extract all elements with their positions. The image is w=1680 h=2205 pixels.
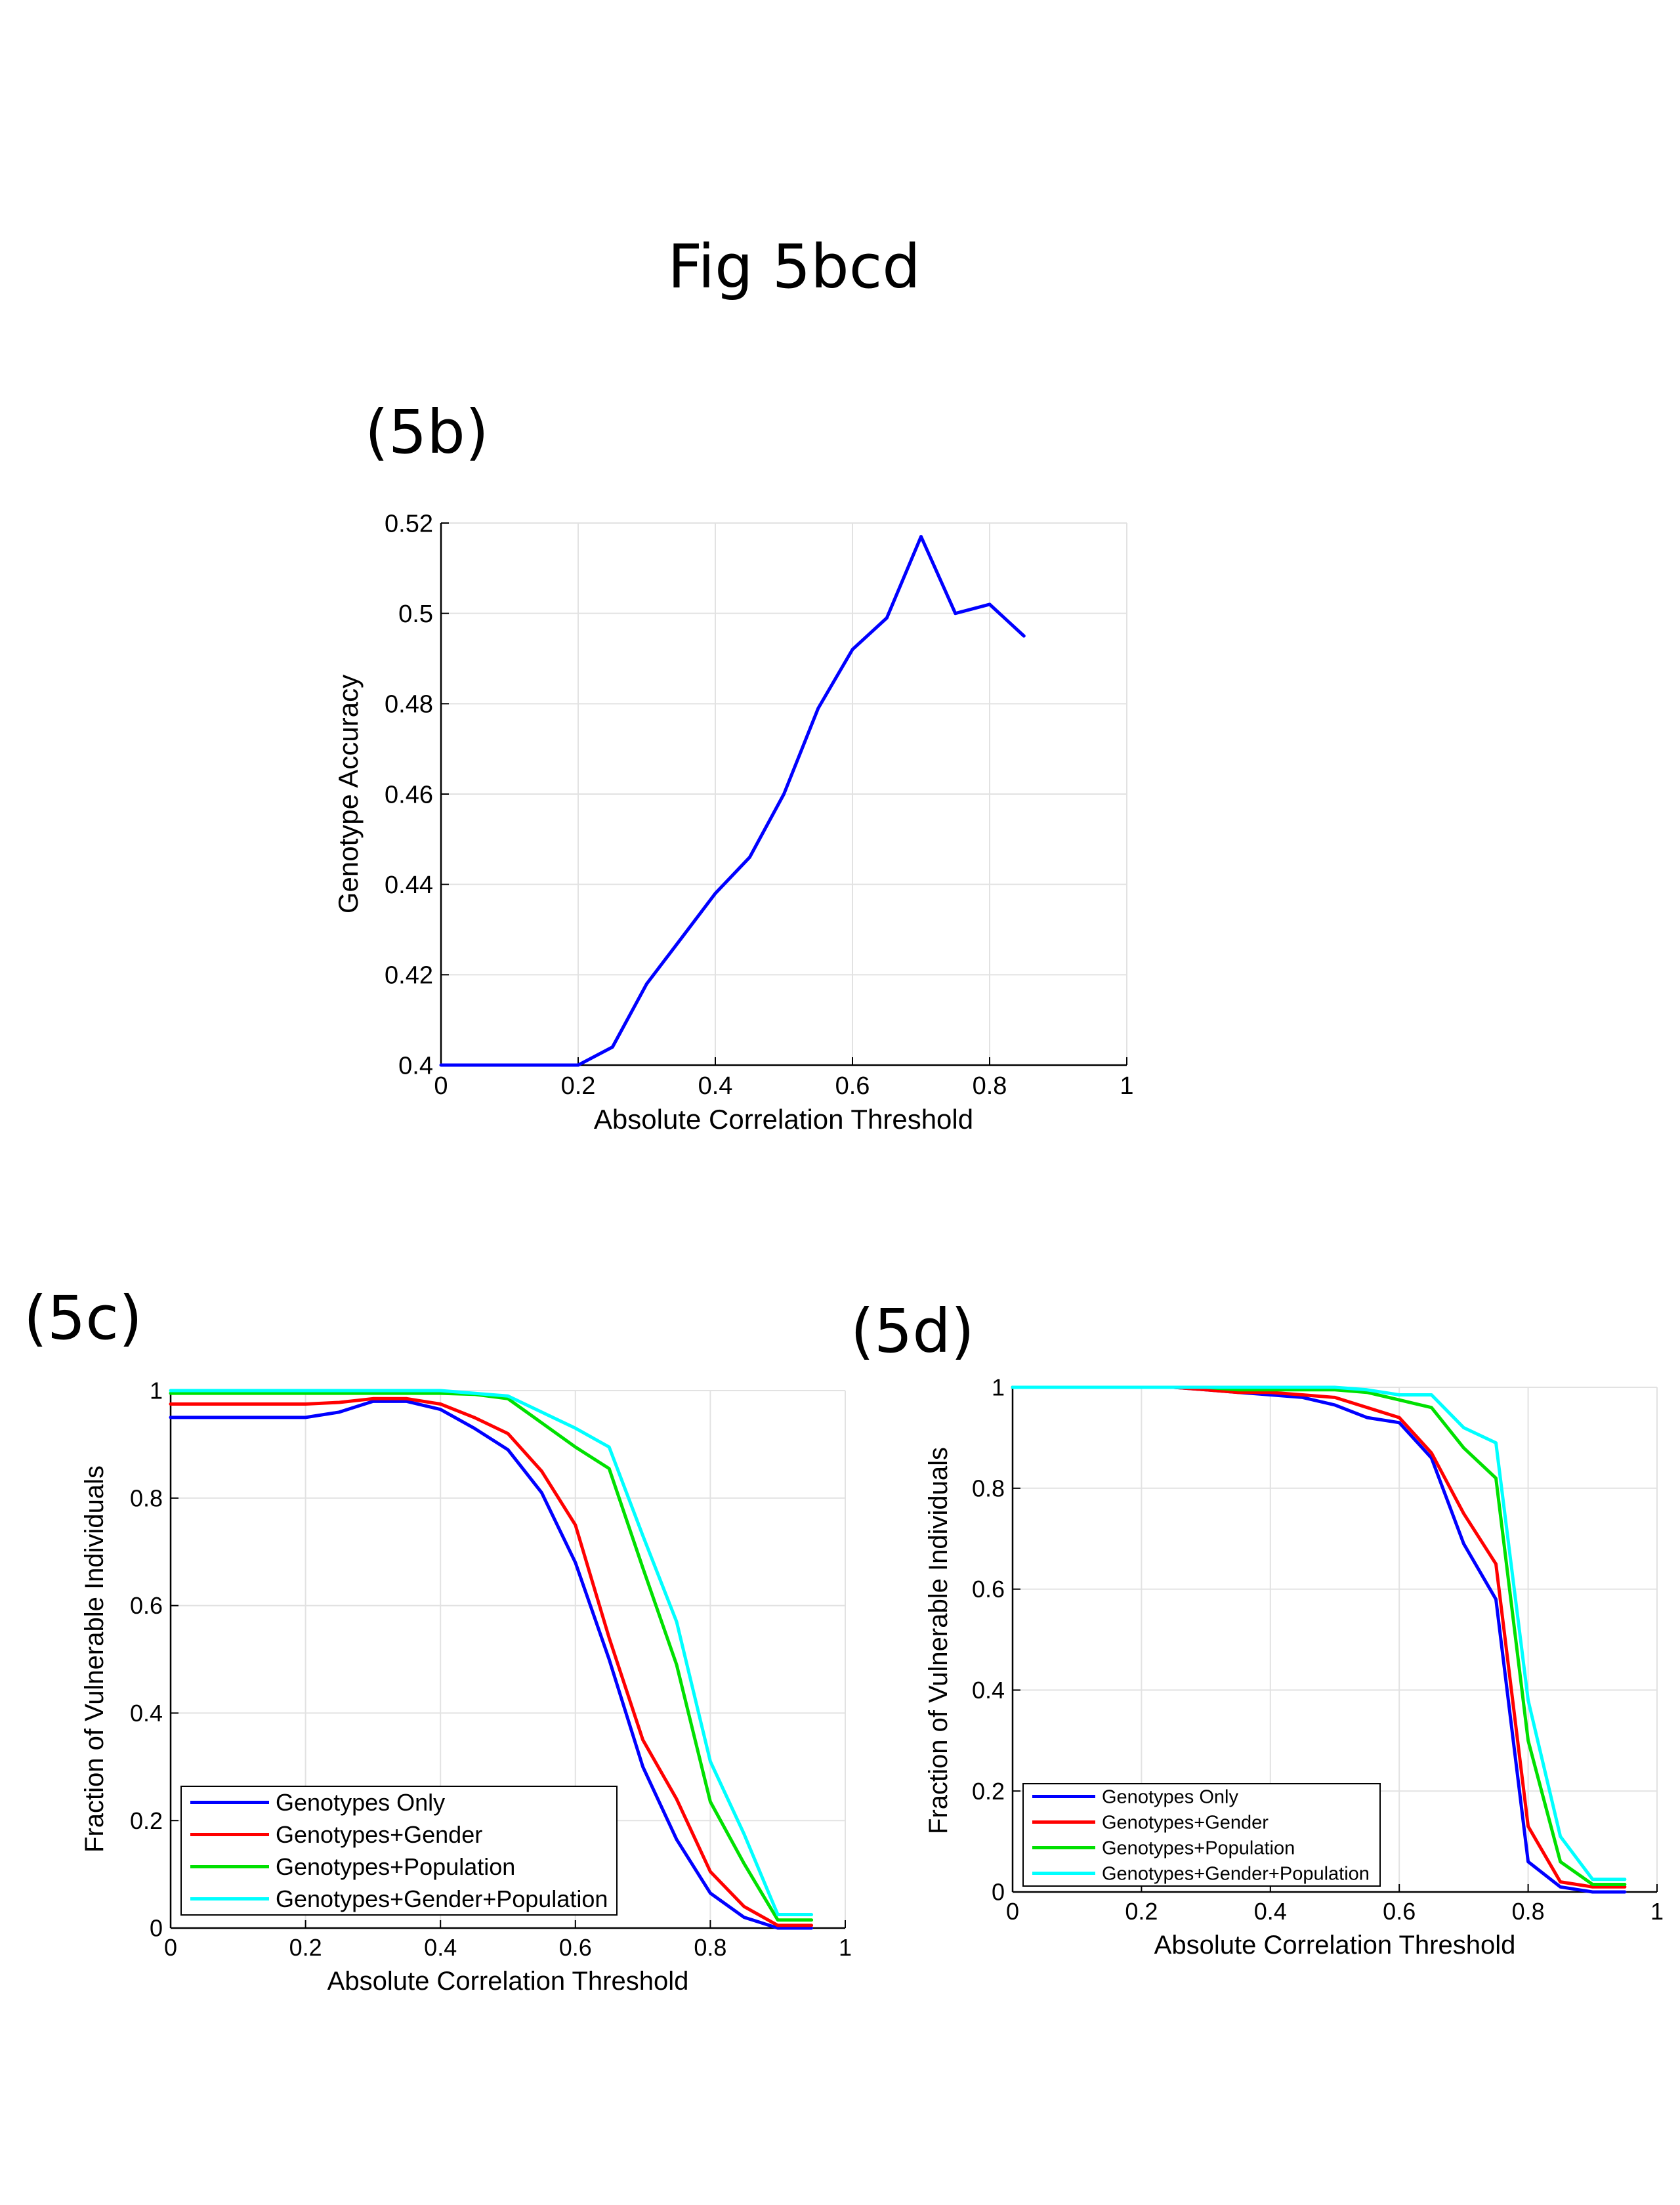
y-tick-label: 1 bbox=[992, 1374, 1005, 1401]
y-tick-label: 0.42 bbox=[385, 962, 433, 990]
series-line-1 bbox=[439, 535, 1026, 1067]
legend-label: Genotypes+Population bbox=[1102, 1838, 1295, 1859]
series-line-2 bbox=[169, 1396, 814, 1927]
x-tick-label: 0.6 bbox=[1383, 1898, 1416, 1925]
y-tick-label: 0.2 bbox=[972, 1778, 1005, 1805]
x-tick-label: 0.2 bbox=[1125, 1898, 1158, 1925]
legend: Genotypes Only Genotypes+Gender Genotypes+… bbox=[1022, 1783, 1381, 1887]
x-tick-label: 0.6 bbox=[559, 1934, 592, 1961]
x-axis-label: Absolute Correlation Threshold bbox=[1154, 1931, 1516, 1960]
y-tick-label: 0.6 bbox=[972, 1576, 1005, 1603]
x-tick-label: 0.4 bbox=[424, 1934, 457, 1961]
y-axis-label: Fraction of Vulnerable Individuals bbox=[80, 1465, 109, 1853]
x-tick-label: 0 bbox=[164, 1934, 177, 1961]
legend-label: Genotypes Only bbox=[1102, 1787, 1238, 1808]
y-tick-label: 0.8 bbox=[972, 1475, 1005, 1502]
y-axis-label: Genotype Accuracy bbox=[333, 675, 364, 914]
chart-panel-5b: (5b) 0 0.2 0.4 0.6 0.8 1 0.4 0.42 0.44 0.46 0.48 0.5… bbox=[333, 397, 1134, 1135]
legend-box bbox=[180, 1786, 618, 1916]
x-tick-label: 0.6 bbox=[835, 1072, 870, 1100]
legend-label: Genotypes+Gender bbox=[276, 1821, 482, 1848]
chart-panel-5d: (5d) 0 0.2 0.4 0.6 0.8 1 0 0.2 0.4 0.6 0.8 1 Absolute… bbox=[850, 1296, 1664, 1960]
x-tick-label: 0.8 bbox=[694, 1934, 726, 1961]
y-tick-label: 0.4 bbox=[398, 1052, 433, 1080]
y-tick-label: 0.4 bbox=[130, 1700, 163, 1727]
x-tick-label: 0.8 bbox=[1512, 1898, 1545, 1925]
y-tick-label: 0.8 bbox=[130, 1484, 163, 1511]
y-tick-label: 0.48 bbox=[385, 691, 433, 719]
panel-label: (5b) bbox=[365, 397, 489, 467]
legend-label: Genotypes+Gender bbox=[1102, 1813, 1269, 1834]
y-tick-label: 0.52 bbox=[385, 510, 433, 537]
legend-box bbox=[1022, 1783, 1381, 1887]
y-tick-label: 0.44 bbox=[385, 872, 433, 899]
x-tick-label: 1 bbox=[839, 1934, 852, 1961]
x-tick-label: 0.4 bbox=[698, 1072, 733, 1100]
x-tick-label: 0 bbox=[434, 1072, 448, 1100]
x-tick-label: 0.2 bbox=[289, 1934, 322, 1961]
chart-panel-5c: (5c) 0 0.2 0.4 0.6 0.8 1 0 0.2 0.4 0.6 0.8 1 Absolute… bbox=[24, 1283, 852, 1996]
x-tick-label: 0 bbox=[1006, 1898, 1019, 1925]
legend-label: Genotypes+Population bbox=[276, 1853, 515, 1880]
series-line-4 bbox=[1011, 1385, 1627, 1881]
x-tick-label: 1 bbox=[1120, 1072, 1133, 1100]
y-tick-label: 1 bbox=[150, 1377, 163, 1404]
y-tick-label: 0.5 bbox=[398, 600, 433, 628]
panel-label: (5d) bbox=[850, 1296, 975, 1366]
y-tick-label: 0.6 bbox=[130, 1592, 163, 1619]
legend: Genotypes Only Genotypes+Gender Genotypes+… bbox=[180, 1786, 618, 1916]
y-tick-label: 0 bbox=[992, 1879, 1005, 1906]
legend-label: Genotypes Only bbox=[276, 1789, 445, 1816]
panel-label: (5c) bbox=[24, 1283, 142, 1353]
series-line-1 bbox=[169, 1399, 814, 1930]
x-tick-label: 1 bbox=[1650, 1898, 1664, 1925]
legend-label: Genotypes+Gender+Population bbox=[1102, 1864, 1370, 1885]
x-tick-label: 0.4 bbox=[1254, 1898, 1287, 1925]
y-axis-label: Fraction of Vulnerable Individuals bbox=[924, 1447, 953, 1834]
x-axis-label: Absolute Correlation Threshold bbox=[327, 1967, 689, 1996]
x-axis-label: Absolute Correlation Threshold bbox=[594, 1104, 973, 1135]
y-tick-label: 0 bbox=[150, 1915, 163, 1942]
series-line-4 bbox=[169, 1389, 814, 1916]
y-tick-label: 0.2 bbox=[130, 1807, 163, 1834]
y-tick-label: 0.46 bbox=[385, 781, 433, 808]
legend-label: Genotypes+Gender+Population bbox=[276, 1885, 608, 1912]
series-line-3 bbox=[169, 1391, 814, 1922]
x-tick-label: 0.8 bbox=[973, 1072, 1007, 1100]
page-title: Fig 5bcd bbox=[667, 232, 920, 302]
y-tick-label: 0.4 bbox=[972, 1677, 1005, 1704]
x-tick-label: 0.2 bbox=[561, 1072, 596, 1100]
